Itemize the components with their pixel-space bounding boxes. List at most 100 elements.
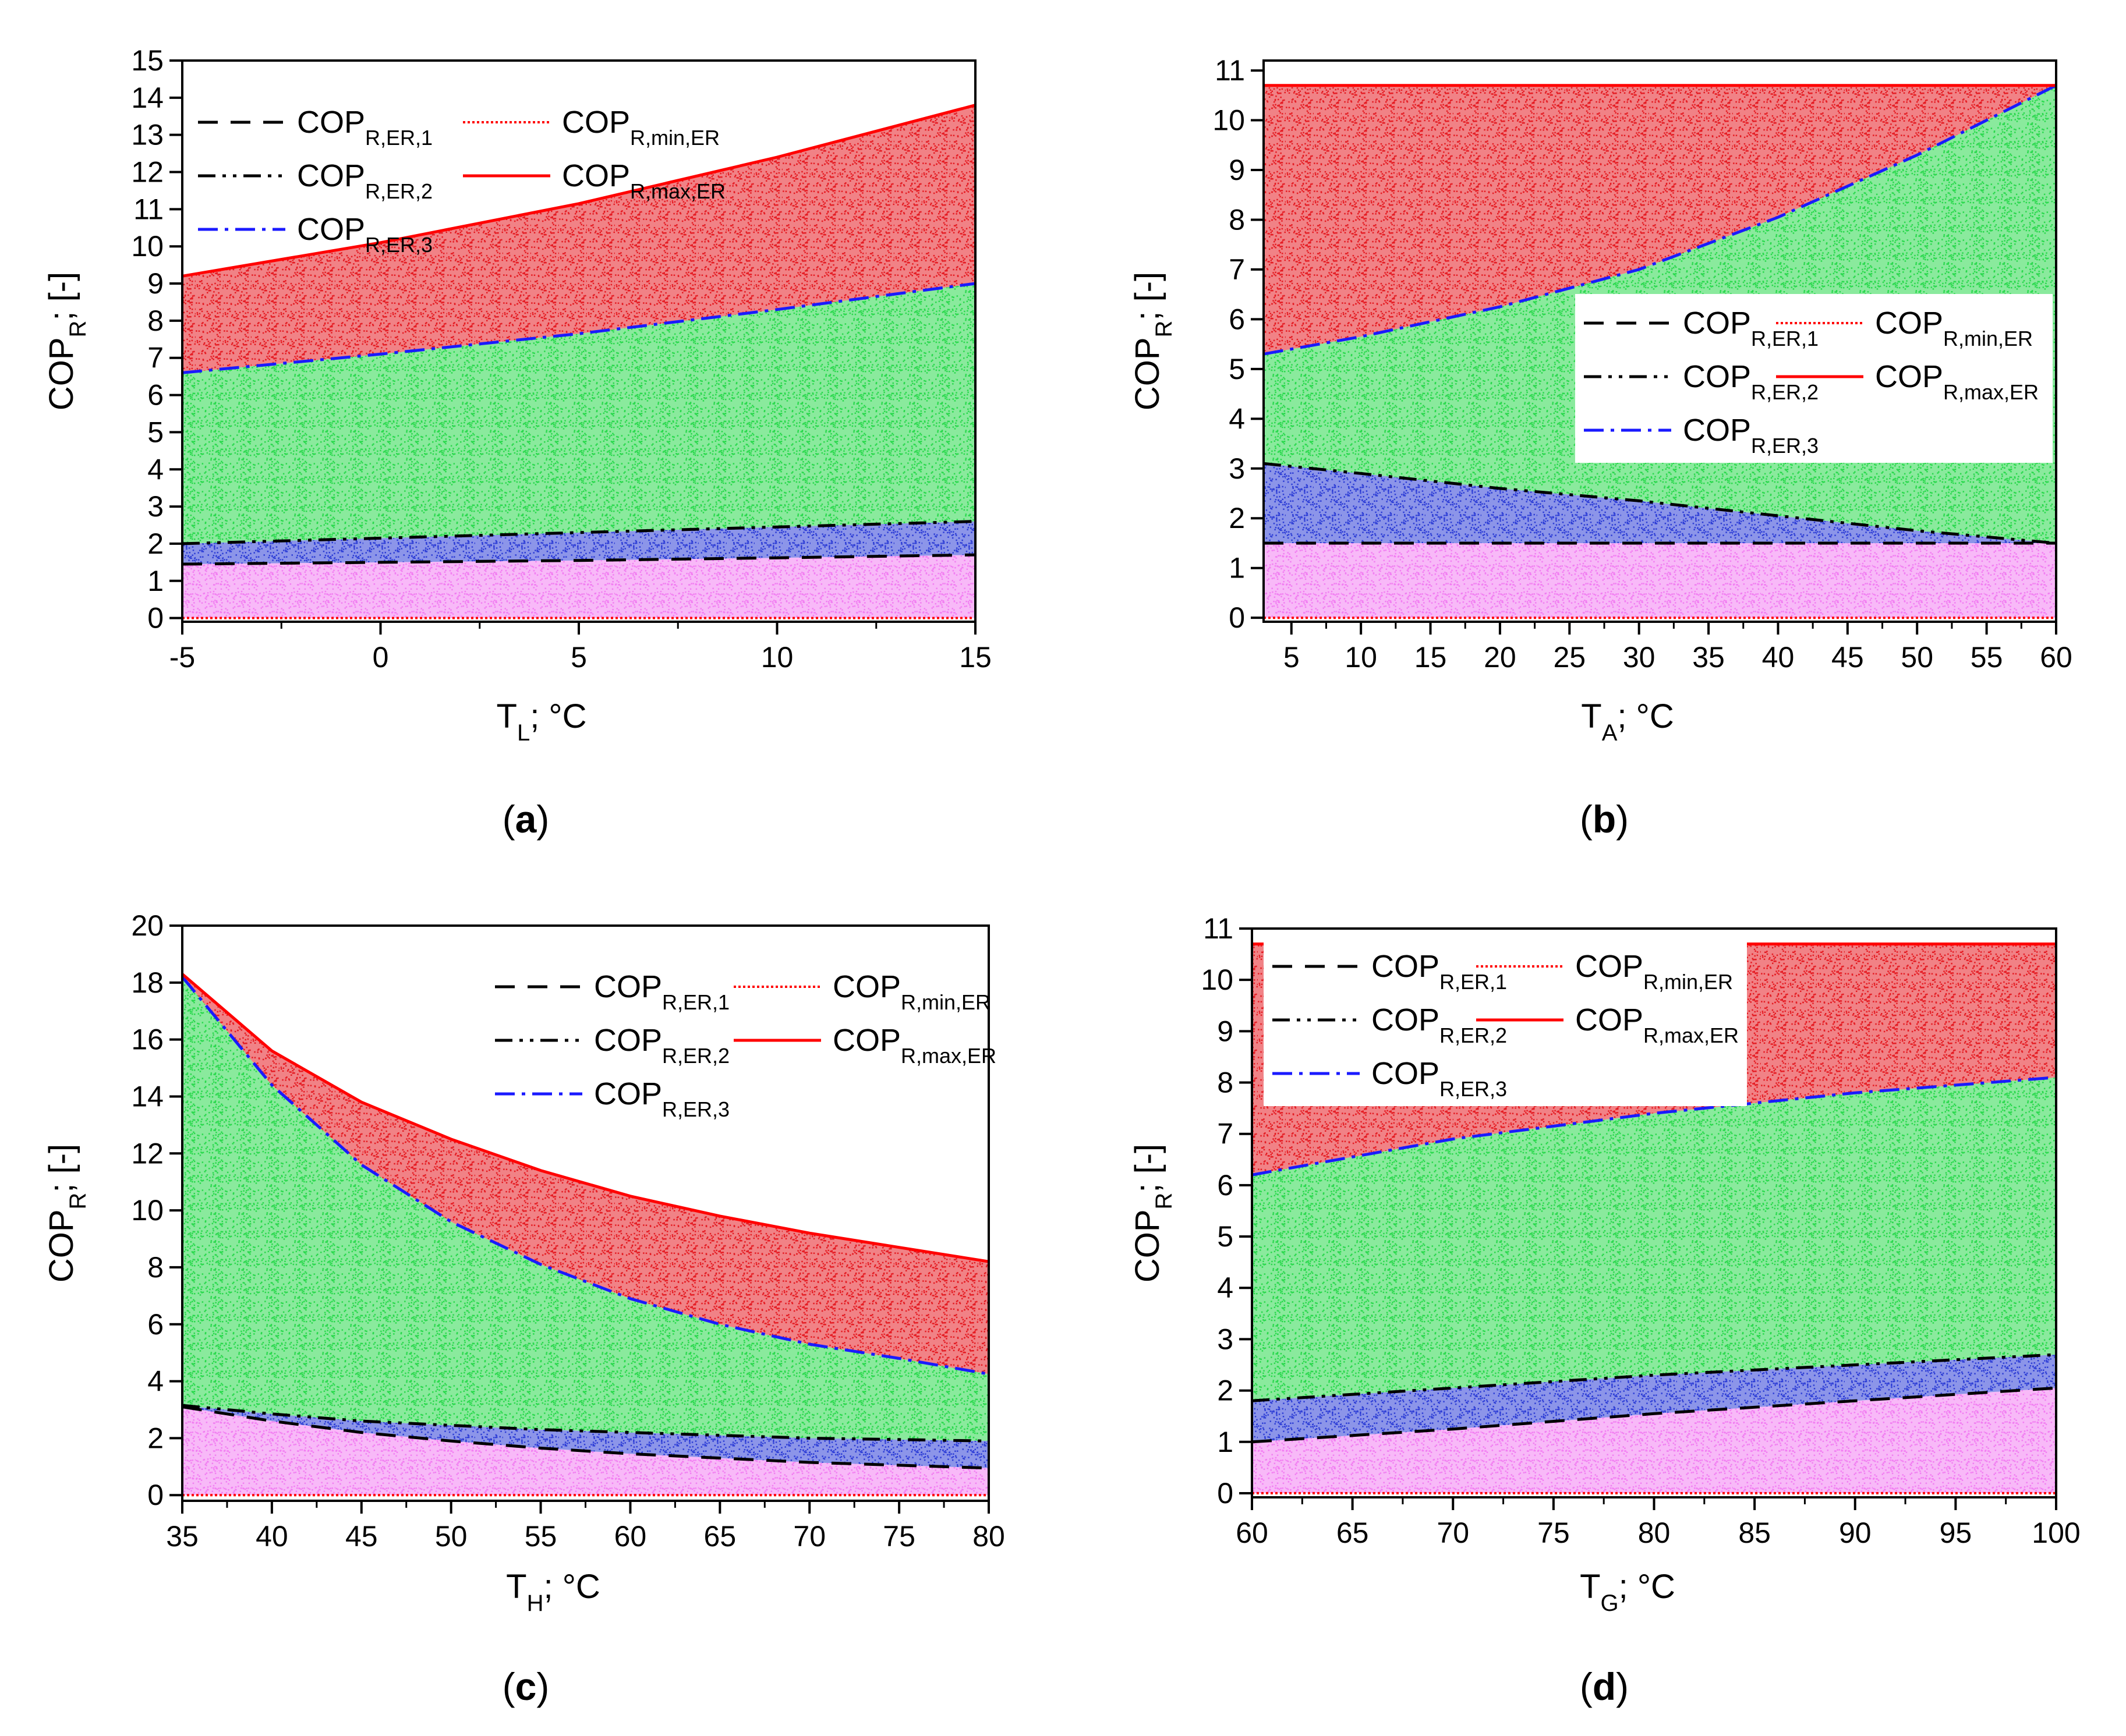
series-line-er1-d bbox=[1251, 1386, 2057, 1444]
x-tick-label-c: 60 bbox=[614, 1520, 647, 1553]
band-pink-d bbox=[1252, 1388, 2056, 1493]
x-tick-label-a: -5 bbox=[169, 641, 195, 674]
y-tick-label-d: 0 bbox=[1217, 1477, 1233, 1510]
chart-panel-d: 60 65 70 75 80 85 90 95 100 0 1 2 3 4 5 6 7 8 9 10 11 TG; °C C… bbox=[1129, 912, 2081, 1708]
series-line-er3-c bbox=[181, 976, 989, 1376]
legend-label-er2: COPR,ER,2 bbox=[594, 1023, 730, 1068]
y-tick-label-a: 8 bbox=[147, 304, 164, 337]
y-tick-label-d: 7 bbox=[1217, 1118, 1233, 1150]
x-tick-label-b: 5 bbox=[1283, 641, 1300, 674]
y-axis-label-b: COPR; [-] bbox=[1129, 272, 1177, 410]
legend-label-min: COPR,min,ER bbox=[562, 105, 720, 150]
y-tick-label-c: 20 bbox=[131, 909, 164, 942]
y-tick-label-b: 10 bbox=[1212, 104, 1245, 137]
x-tick-label-b: 15 bbox=[1414, 641, 1447, 674]
y-tick-label-a: 3 bbox=[147, 490, 164, 523]
legend-label-er3: COPR,ER,3 bbox=[1371, 1056, 1507, 1101]
x-tick-label-c: 80 bbox=[972, 1520, 1005, 1553]
band-red-c bbox=[182, 974, 989, 1374]
series-line-er2-a bbox=[182, 520, 976, 545]
x-tick-label-b: 55 bbox=[1971, 641, 2003, 674]
x-tick-label-b: 10 bbox=[1345, 641, 1377, 674]
y-tick-label-a: 4 bbox=[147, 453, 164, 486]
y-tick-label-b: 9 bbox=[1229, 154, 1245, 186]
y-tick-label-d: 6 bbox=[1217, 1169, 1233, 1202]
series-line-er2-b bbox=[1263, 462, 2057, 545]
legend-label-er2: COPR,ER,2 bbox=[1683, 359, 1819, 404]
y-tick-label-c: 0 bbox=[147, 1479, 164, 1511]
y-axis-label-d: COPR; [-] bbox=[1129, 1144, 1177, 1282]
series-line-er1-c bbox=[182, 1405, 989, 1470]
x-tick-label-b: 50 bbox=[1901, 641, 1933, 674]
legend-label-max: COPR,max,ER bbox=[1875, 359, 2039, 404]
legend-label-er1: COPR,ER,1 bbox=[1683, 306, 1819, 350]
x-tick-label-c: 55 bbox=[525, 1520, 557, 1553]
y-tick-label-d: 5 bbox=[1217, 1220, 1233, 1253]
y-tick-label-a: 1 bbox=[147, 565, 164, 597]
x-tick-label-d: 95 bbox=[1940, 1517, 1972, 1549]
y-axis-label-c: COPR; [-] bbox=[43, 1144, 91, 1282]
legend-label-max: COPR,max,ER bbox=[562, 158, 726, 203]
y-axis-label-a: COPR; [-] bbox=[43, 272, 91, 410]
y-tick-label-d: 3 bbox=[1217, 1323, 1233, 1355]
x-tick-label-c: 75 bbox=[883, 1520, 915, 1553]
y-tick-label-a: 11 bbox=[133, 193, 164, 225]
y-tick-label-a: 14 bbox=[131, 82, 164, 114]
y-tick-label-a: 12 bbox=[131, 156, 164, 189]
x-axis-label-d: TG; °C bbox=[1580, 1568, 1675, 1616]
y-tick-label-d: 4 bbox=[1217, 1271, 1233, 1304]
band-red-b bbox=[1264, 85, 2056, 355]
plot-frame-b bbox=[1262, 59, 2057, 623]
x-tick-label-a: 10 bbox=[761, 641, 794, 674]
legend-label-er2: COPR,ER,2 bbox=[297, 158, 433, 203]
y-tick-label-a: 13 bbox=[131, 119, 164, 151]
series-line-max-a bbox=[182, 104, 976, 278]
y-tick-label-a: 7 bbox=[147, 342, 164, 374]
legend-d: COPR,ER,1 COPR,ER,2 COPR,ER,3 COPR,min,ER CO… bbox=[1264, 937, 1747, 1106]
x-tick-label-d: 60 bbox=[1236, 1517, 1268, 1549]
y-tick-label-c: 16 bbox=[131, 1023, 164, 1056]
x-tick-label-a: 0 bbox=[373, 641, 389, 674]
y-tick-label-c: 8 bbox=[147, 1251, 164, 1284]
legend-label-er3: COPR,ER,3 bbox=[1683, 413, 1819, 458]
y-tick-label-b: 0 bbox=[1229, 601, 1245, 634]
y-tick-label-b: 8 bbox=[1229, 203, 1245, 236]
series-line-er3-d bbox=[1251, 1076, 2057, 1177]
chart-panel-b: 5 10 15 20 25 30 35 40 45 50 55 6001234567891011TA;… bbox=[1129, 54, 2072, 841]
legend-label-er1: COPR,ER,1 bbox=[594, 969, 730, 1014]
x-tick-label-c: 40 bbox=[256, 1520, 288, 1553]
x-tick-label-b: 40 bbox=[1762, 641, 1795, 674]
panel-label-c: (c) bbox=[503, 1665, 550, 1708]
band-red-a bbox=[182, 105, 975, 373]
legend-label-er2: COPR,ER,2 bbox=[1371, 1002, 1507, 1047]
x-tick-label-b: 25 bbox=[1553, 641, 1586, 674]
y-tick-label-b: 1 bbox=[1229, 552, 1245, 584]
y-tick-label-a: 15 bbox=[131, 44, 164, 77]
y-tick-label-b: 4 bbox=[1229, 402, 1245, 435]
x-axis-label-c: TH; °C bbox=[506, 1568, 600, 1616]
series-line-max-c bbox=[181, 973, 989, 1263]
y-tick-label-a: 5 bbox=[147, 416, 164, 448]
y-tick-label-c: 18 bbox=[131, 966, 164, 999]
y-tick-label-b: 5 bbox=[1229, 353, 1245, 385]
legend-label-er3: COPR,ER,3 bbox=[297, 212, 433, 257]
series-line-er2-d bbox=[1251, 1353, 2057, 1402]
y-tick-label-c: 14 bbox=[131, 1080, 164, 1113]
y-tick-label-b: 11 bbox=[1215, 54, 1245, 87]
legend-a: COPR,ER,1 COPR,ER,2 COPR,ER,3 COPR,min,ER CO… bbox=[198, 105, 726, 257]
y-tick-label-d: 10 bbox=[1201, 963, 1233, 996]
legend-label-min: COPR,min,ER bbox=[833, 969, 991, 1014]
band-pink-a bbox=[182, 555, 975, 618]
y-tick-label-b: 7 bbox=[1229, 253, 1245, 286]
y-tick-label-a: 9 bbox=[147, 267, 164, 300]
y-tick-label-a: 6 bbox=[147, 379, 164, 412]
legend-label-er1: COPR,ER,1 bbox=[1371, 949, 1507, 994]
y-tick-label-a: 2 bbox=[147, 527, 164, 560]
legend-c: COPR,ER,1 COPR,ER,2 COPR,ER,3 COPR,min,ER CO… bbox=[495, 969, 996, 1121]
x-tick-label-c: 65 bbox=[704, 1520, 737, 1553]
band-blue-b bbox=[1264, 463, 2056, 543]
x-tick-label-c: 70 bbox=[793, 1520, 826, 1553]
band-blue-c bbox=[182, 1405, 989, 1468]
y-tick-label-b: 2 bbox=[1229, 502, 1245, 534]
